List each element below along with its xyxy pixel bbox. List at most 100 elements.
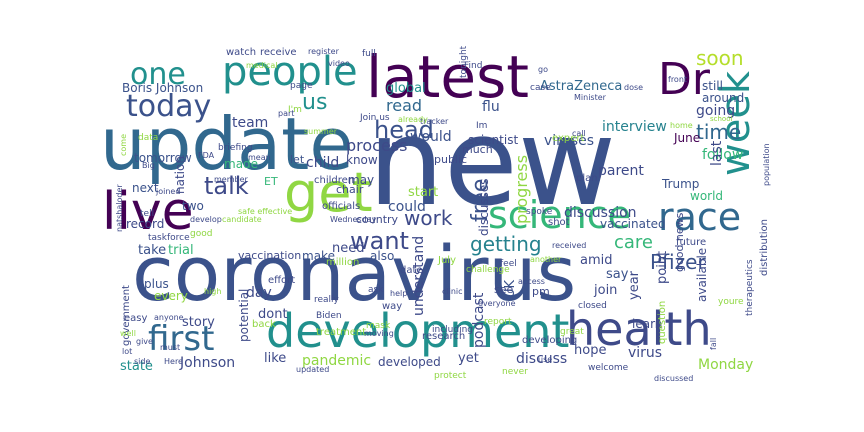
word-yet: yet: [458, 351, 479, 366]
word-july: July: [438, 255, 456, 266]
word-plan: plan: [576, 173, 598, 184]
word-including: including: [432, 325, 473, 335]
word-viruses: viruses: [544, 133, 595, 149]
word-already: already: [398, 115, 428, 124]
word-fall: fall: [709, 337, 718, 350]
word-join: join: [594, 283, 618, 298]
word-follow: follow: [702, 147, 744, 163]
word-million: million: [326, 257, 360, 268]
word-joined: joined: [156, 187, 181, 196]
word-data: data: [138, 133, 159, 143]
word-trial: trial: [168, 243, 194, 258]
word-side: side: [134, 357, 151, 366]
word-date: date: [400, 265, 423, 276]
word-interview: interview: [602, 119, 667, 135]
word-mean: mean: [248, 153, 271, 162]
word-research: research: [422, 331, 466, 342]
word-still: still: [702, 79, 723, 93]
word-never: never: [502, 367, 528, 377]
word-discusses: discusses: [477, 178, 491, 236]
word-updated: updated: [296, 365, 330, 374]
word-global: global: [386, 81, 426, 96]
word-monday: Monday: [698, 357, 754, 373]
word-scientist: scientist: [468, 133, 519, 147]
word-discussed: discussed: [654, 374, 694, 383]
word-moving: moving: [364, 329, 394, 338]
word-ask: ask: [368, 285, 384, 295]
word-coronavirus: coronavirus: [132, 229, 577, 318]
word-would: would: [410, 129, 452, 145]
word-fda: FDA: [198, 151, 215, 160]
word-update: update: [100, 102, 354, 186]
word-protect: protect: [434, 371, 467, 381]
word-another: another: [530, 255, 562, 264]
word-come: come: [119, 133, 128, 156]
word-want: want: [350, 227, 409, 255]
word-biden: Biden: [316, 311, 342, 321]
word-care: care: [614, 232, 654, 253]
word-may: may: [348, 173, 375, 187]
word-question: question: [657, 300, 668, 344]
word-tracker: tracker: [420, 117, 449, 126]
word-plus: plus: [144, 277, 169, 291]
word-dose: dose: [624, 83, 644, 92]
word-anyone: anyone: [154, 313, 184, 322]
word-need: need: [332, 241, 365, 256]
word-health: health: [566, 302, 712, 356]
word-full: full: [362, 49, 376, 59]
word-dont: dont: [258, 307, 288, 322]
word-let: let: [290, 153, 305, 166]
word-watch: watch: [226, 47, 257, 58]
word-challenge: challenge: [466, 265, 510, 275]
word-part: part: [278, 109, 295, 118]
word-time: time: [696, 120, 742, 144]
word-point: point: [655, 250, 670, 284]
word-member: member: [214, 175, 248, 184]
word-read: read: [386, 96, 423, 115]
word-children: children: [314, 175, 355, 186]
word-lot: lot: [122, 347, 133, 356]
word-trump: Trump: [662, 177, 700, 191]
word-home: home: [670, 121, 693, 130]
word-learn: learn: [632, 317, 663, 331]
word-start: start: [408, 185, 439, 200]
word-high: high: [204, 287, 222, 296]
word-pandemic: pandemic: [302, 353, 372, 369]
word-back: back: [252, 319, 276, 330]
word-candidate: candidate: [222, 215, 262, 224]
word-way: way: [382, 301, 403, 312]
word-briefing: briefing: [218, 143, 253, 153]
word-shot: shot: [548, 217, 570, 228]
word-here: Here: [164, 357, 183, 366]
word-every: every: [154, 289, 188, 303]
word-one: one: [130, 57, 186, 92]
word-see: see: [494, 283, 514, 296]
word-getting: getting: [470, 232, 542, 256]
word-much: much: [462, 143, 493, 156]
word-vaccination: vaccination: [238, 249, 302, 262]
word-call: call: [572, 129, 586, 138]
word-race: race: [658, 195, 742, 239]
word-medical: medical: [246, 61, 278, 70]
word-available: available: [695, 247, 709, 302]
word-i-m: I'm: [288, 105, 302, 115]
word-hope: hope: [574, 343, 607, 358]
word-discuss: discuss: [516, 351, 568, 367]
word-officials: officials: [322, 201, 361, 212]
word-video: video: [328, 59, 350, 68]
word-world: world: [690, 189, 724, 203]
word-pfizer: Pfizer: [650, 250, 706, 274]
word-good-news: good news: [673, 212, 686, 272]
word-parent: parent: [598, 163, 644, 179]
word-johnson: Johnson: [180, 355, 236, 371]
word-team: team: [232, 115, 269, 131]
word-know: know: [346, 153, 378, 167]
word-science: science: [488, 193, 631, 237]
word-spoke: spoke: [526, 207, 553, 217]
word-june: June: [674, 131, 701, 145]
word-process: process: [346, 136, 408, 155]
word-taskforce: taskforce: [148, 233, 190, 243]
word-youre: youre: [718, 297, 744, 307]
word-receive: receive: [260, 47, 297, 58]
word-go: go: [538, 65, 548, 74]
